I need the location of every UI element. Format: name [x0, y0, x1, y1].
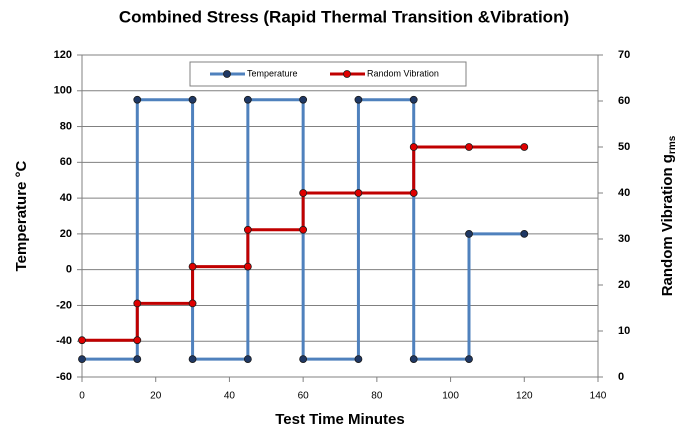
y2-tick-label: 10 [618, 325, 630, 337]
marker [243, 225, 252, 234]
y-tick-label: 20 [60, 228, 72, 240]
y-axis-label: Temperature °C [13, 160, 30, 271]
y2-tick-label: 60 [618, 95, 630, 107]
legend-marker [343, 70, 351, 78]
y2-axis-label-subscript: rms [667, 135, 678, 154]
y2-tick-label: 0 [618, 371, 624, 383]
x-tick-label: 0 [79, 391, 85, 402]
marker [465, 355, 473, 364]
marker [299, 355, 308, 364]
marker [465, 143, 473, 151]
chart-title: Combined Stress (Rapid Thermal Transitio… [119, 7, 569, 26]
marker [409, 143, 418, 151]
marker [299, 95, 308, 104]
x-tick-label: 140 [590, 391, 607, 402]
marker [243, 262, 252, 271]
marker [354, 95, 363, 104]
marker [78, 336, 86, 345]
marker [133, 336, 142, 345]
x-tick-label: 120 [516, 391, 533, 402]
y2-axis-label-text: Random Vibration g [659, 154, 676, 296]
y2-tick-label: 30 [618, 233, 630, 245]
x-tick-label: 40 [224, 391, 236, 402]
y-tick-label: 0 [66, 264, 72, 276]
marker [78, 355, 86, 364]
y-tick-label: 60 [60, 156, 72, 168]
marker [409, 189, 418, 197]
marker [188, 299, 197, 308]
x-tick-label: 20 [150, 391, 162, 402]
x-tick-label: 100 [442, 391, 459, 402]
y2-tick-label: 20 [618, 279, 630, 291]
marker [299, 225, 308, 234]
y-tick-label: -40 [56, 335, 72, 347]
y-tick-label: 100 [54, 85, 72, 97]
marker [409, 355, 418, 364]
x-axis-label: Test Time Minutes [275, 411, 404, 428]
marker [133, 355, 142, 364]
marker [520, 143, 529, 151]
marker [299, 189, 308, 197]
legend-marker [223, 70, 231, 78]
legend-label: Temperature [247, 68, 298, 78]
marker [188, 95, 197, 104]
marker [188, 262, 197, 271]
y-tick-label: 40 [60, 192, 72, 204]
plot-frame [81, 54, 599, 378]
marker [133, 299, 142, 308]
series-line [82, 145, 525, 342]
y-tick-label: -20 [56, 299, 72, 311]
marker [354, 355, 363, 364]
y-tick-label: 120 [54, 49, 72, 61]
marker [243, 355, 252, 364]
marker [133, 95, 142, 104]
x-tick-label: 80 [371, 391, 383, 402]
marker [409, 95, 418, 104]
legend-label: Random Vibration [367, 68, 439, 78]
y2-axis-label: Random Vibration grms [659, 135, 678, 296]
x-tick-label: 60 [298, 391, 310, 402]
marker [243, 95, 252, 104]
marker [188, 355, 197, 364]
y2-tick-label: 40 [618, 187, 630, 199]
marker [354, 189, 363, 197]
marker [520, 229, 529, 238]
y-tick-label: 80 [60, 120, 72, 132]
y-tick-label: -60 [56, 371, 72, 383]
y2-tick-label: 70 [618, 49, 630, 61]
marker [465, 229, 473, 238]
y2-tick-label: 50 [618, 141, 630, 153]
